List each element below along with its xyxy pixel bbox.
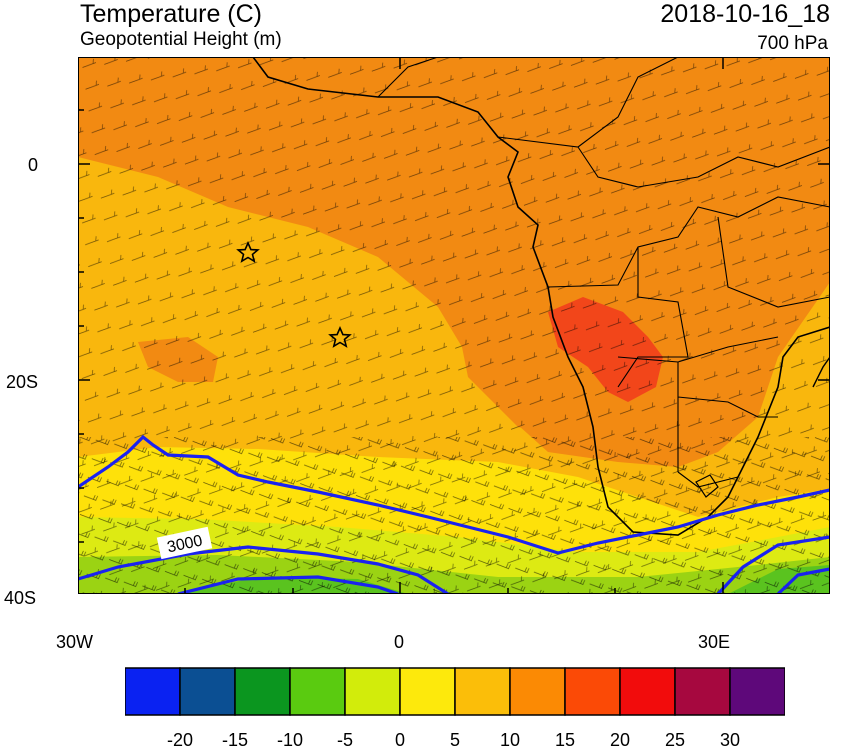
- colorbar-swatch: [344, 667, 401, 716]
- colorbar-swatch: [564, 667, 621, 716]
- star-marker: [236, 241, 260, 263]
- colorbar-swatch: [674, 667, 731, 716]
- colorbar-labels: -20 -15 -10 -5 0 5 10 15 20 25 30: [125, 730, 785, 750]
- colorbar-swatch: [454, 667, 511, 716]
- colorbar-swatch: [179, 667, 236, 716]
- colorbar-swatch: [234, 667, 291, 716]
- height-contour-lower: [78, 545, 449, 594]
- height-contour-east: [716, 535, 830, 594]
- tick-marks: [78, 57, 830, 594]
- colorbar-swatch: [509, 667, 566, 716]
- colorbar-tick-label: 20: [609, 730, 631, 750]
- lon-label-30w: 30W: [56, 632, 94, 652]
- colorbar-swatch: [125, 667, 181, 716]
- africa-coastline: [252, 57, 830, 536]
- colorbar-tick-label: 0: [394, 730, 406, 750]
- colorbar: [125, 667, 785, 716]
- height-contour-3000: [78, 434, 830, 555]
- lat-label-equator: 0: [28, 155, 39, 175]
- map-canvas: 3000: [78, 57, 830, 594]
- colorbar-tick-label: 15: [554, 730, 576, 750]
- colorbar-swatch: [289, 667, 346, 716]
- height-contour-east-low: [776, 567, 830, 594]
- colorbar-tick-label: -5: [336, 730, 354, 750]
- colorbar-tick-label: 5: [449, 730, 461, 750]
- colorbar-tick-label: -10: [276, 730, 304, 750]
- lon-label-0: 0: [394, 632, 405, 652]
- star-marker: [328, 326, 352, 348]
- wind-barbs-layer-south: [78, 437, 830, 594]
- national-boundaries: [377, 57, 830, 488]
- map-panel: 3000: [78, 57, 830, 594]
- lat-label-40s: 40S: [4, 588, 37, 608]
- height-contour-lowest: [177, 575, 399, 594]
- colorbar-swatch: [399, 667, 456, 716]
- valid-time: 2018-10-16_18: [660, 0, 830, 28]
- colorbar-tick-label: 30: [719, 730, 741, 750]
- plot-title: Temperature (C): [80, 0, 262, 28]
- colorbar-swatch: [619, 667, 676, 716]
- lesotho-outline: [695, 474, 719, 498]
- lat-label-20s: 20S: [6, 372, 39, 392]
- pressure-level: 700 hPa: [757, 33, 828, 54]
- colorbar-swatch: [729, 667, 785, 716]
- colorbar-tick-label: -20: [166, 730, 194, 750]
- colorbar-tick-label: 10: [499, 730, 521, 750]
- lon-label-30e: 30E: [698, 632, 731, 652]
- plot-subtitle: Geopotential Height (m): [80, 29, 282, 50]
- madagascar-outline: [812, 356, 830, 388]
- colorbar-tick-label: -15: [221, 730, 249, 750]
- colorbar-tick-label: 25: [664, 730, 686, 750]
